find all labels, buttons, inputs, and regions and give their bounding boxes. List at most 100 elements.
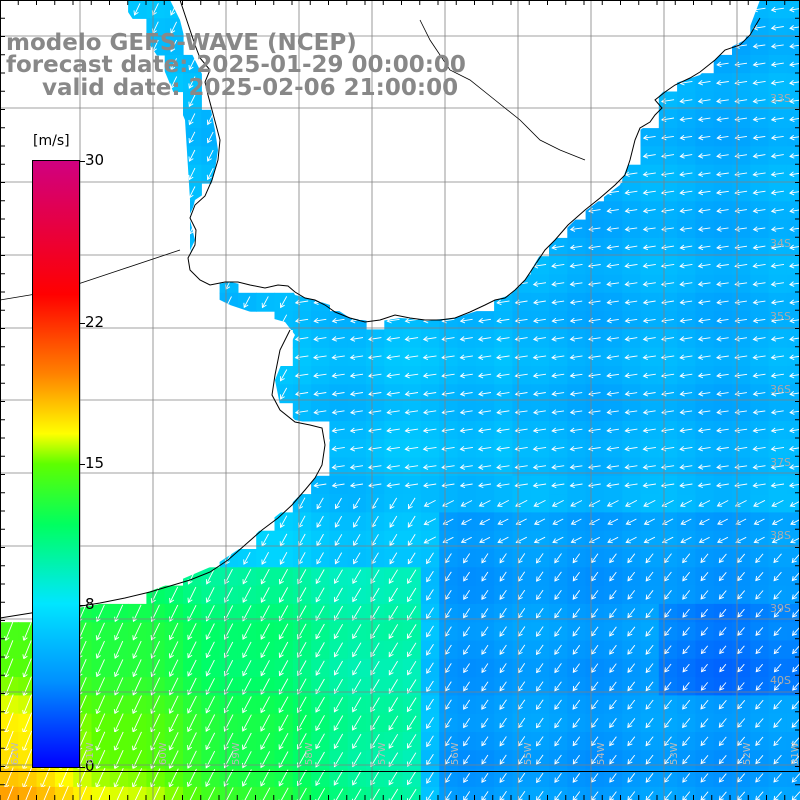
wind-arrow-head: [297, 670, 303, 677]
wind-arrow-head: [755, 612, 761, 618]
wind-arrow-head: [773, 612, 779, 618]
wind-arrow: [570, 373, 583, 377]
wind-arrow-head: [718, 722, 724, 728]
wind-arrow-head: [334, 558, 340, 565]
wind-arrow-head: [700, 795, 706, 800]
wind-arrow: [335, 515, 343, 528]
wind-arrow-head: [679, 281, 685, 287]
wind-arrow: [645, 644, 654, 655]
wind-arrow-head: [132, 708, 138, 715]
wind-arrow-head: [223, 726, 229, 732]
wind-arrow: [517, 699, 526, 710]
wind-arrow-head: [734, 61, 740, 68]
wind-arrow-head: [716, 336, 722, 342]
wind-arrow: [755, 663, 764, 672]
wind-arrow: [169, 732, 179, 751]
wind-arrow: [591, 736, 599, 746]
wind-arrow: [4, 658, 14, 678]
wind-arrow: [496, 337, 510, 340]
wind-arrow-head: [132, 616, 138, 623]
wind-arrow: [534, 518, 546, 525]
wind-arrow: [698, 337, 711, 340]
wind-arrow-head: [463, 759, 469, 765]
wind-arrow-head: [294, 336, 301, 342]
wind-arrow-head: [791, 704, 797, 710]
wind-arrow-head: [737, 685, 743, 691]
wind-arrow: [716, 190, 729, 194]
wind-arrow-head: [499, 759, 505, 765]
wind-arrow-head: [789, 317, 795, 324]
wind-arrow-head: [533, 538, 540, 544]
wind-arrow: [368, 428, 382, 432]
wind-arrow-head: [463, 686, 469, 692]
wind-arrow: [316, 497, 324, 509]
wind-arrow-head: [792, 612, 798, 618]
wind-arrow-head: [753, 538, 759, 544]
wind-arrow: [226, 787, 234, 800]
wind-arrow: [700, 572, 709, 581]
wind-arrow-head: [331, 482, 338, 489]
wind-arrow-head: [752, 134, 759, 141]
wind-arrow: [96, 695, 106, 714]
wind-arrow: [387, 428, 400, 432]
wind-arrow: [718, 791, 727, 800]
wind-arrow-head: [278, 762, 284, 769]
wind-arrow-head: [188, 119, 194, 126]
wind-arrow-head: [697, 134, 704, 141]
wind-arrow-head: [426, 686, 432, 693]
wind-arrow-head: [734, 354, 740, 360]
wind-arrow-head: [664, 612, 670, 618]
wind-arrow-head: [572, 649, 578, 655]
wind-arrow-head: [315, 707, 321, 713]
wind-arrow-head: [569, 445, 575, 452]
wind-arrow-head: [752, 281, 758, 287]
wind-arrow: [607, 355, 620, 359]
wind-arrow-head: [590, 704, 596, 710]
wind-arrow: [207, 131, 214, 143]
wind-arrow: [478, 483, 492, 487]
wind-arrow: [243, 296, 251, 308]
wind-arrow-head: [770, 98, 777, 104]
wind-arrow: [554, 717, 562, 728]
wind-arrow: [132, 731, 142, 751]
wind-arrow: [478, 428, 492, 432]
wind-arrow: [737, 645, 745, 654]
wind-arrow: [334, 605, 343, 621]
wind-arrow-head: [643, 501, 649, 507]
wind-arrow: [625, 337, 638, 340]
wind-arrow: [533, 392, 546, 395]
wind-arrow-head: [716, 61, 722, 68]
wind-arrow-head: [316, 503, 322, 510]
wind-arrow-head: [499, 613, 505, 619]
wind-arrow-head: [627, 704, 633, 710]
wind-arrow-head: [554, 686, 560, 692]
wind-arrow-head: [463, 649, 468, 655]
wind-arrow-head: [552, 538, 558, 544]
wind-arrow-head: [737, 795, 743, 800]
wind-arrow-head: [386, 354, 392, 361]
wind-arrow-head: [679, 372, 685, 379]
wind-arrow-head: [459, 409, 466, 415]
wind-arrow: [405, 337, 419, 340]
wind-arrow: [442, 428, 455, 432]
wind-arrow: [424, 536, 437, 544]
wind-arrow-head: [770, 262, 777, 269]
wind-arrow-head: [789, 409, 795, 415]
wind-arrow-head: [333, 652, 339, 658]
wind-arrow: [533, 282, 547, 286]
wind-arrow-head: [352, 578, 358, 584]
wind-arrow: [206, 641, 215, 658]
wind-arrow-head: [718, 740, 724, 747]
wind-arrow-head: [426, 796, 432, 800]
wind-arrow-head: [737, 612, 743, 618]
wind-arrow: [554, 571, 562, 582]
wind-arrow-head: [789, 153, 795, 159]
wind-arrow-head: [349, 482, 356, 489]
wind-cell: [567, 786, 587, 800]
wind-arrow-head: [481, 612, 487, 619]
wind-arrow: [478, 465, 492, 469]
wind-arrow: [792, 627, 800, 636]
wind-arrow-head: [642, 464, 649, 470]
wind-arrow: [773, 773, 782, 783]
wind-arrow: [643, 263, 656, 267]
